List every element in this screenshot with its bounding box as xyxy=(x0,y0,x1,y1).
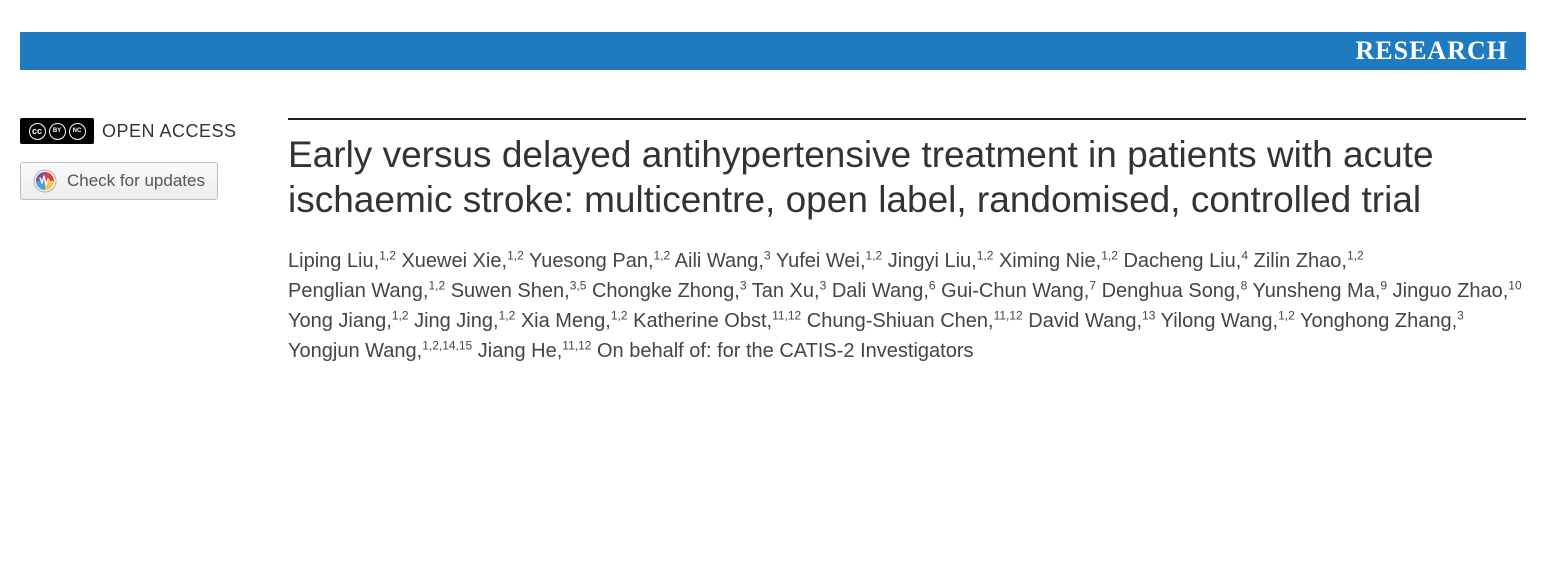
author-affiliation: 3 xyxy=(764,249,771,263)
author: Yuesong Pan,1,2 xyxy=(529,250,670,272)
author-affiliation: 11,12 xyxy=(562,339,591,353)
banner-label: RESEARCH xyxy=(1356,36,1508,66)
author: Chongke Zhong,3 xyxy=(592,280,747,302)
author-affiliation: 1,2 xyxy=(977,249,994,263)
author-affiliation: 1,2 xyxy=(1347,249,1364,263)
author: Yunsheng Ma,9 xyxy=(1253,280,1388,302)
author: Xia Meng,1,2 xyxy=(521,310,628,332)
check-for-updates-button[interactable]: Check for updates xyxy=(20,162,218,200)
author-affiliation: 3 xyxy=(820,279,827,293)
open-access-label: OPEN ACCESS xyxy=(102,121,237,142)
author: Jing Jing,1,2 xyxy=(414,310,515,332)
author-affiliation: 7 xyxy=(1089,279,1096,293)
author-affiliation: 4 xyxy=(1241,249,1248,263)
article-title: Early versus delayed antihypertensive tr… xyxy=(288,132,1526,222)
author: Yilong Wang,1,2 xyxy=(1161,310,1295,332)
authors-suffix: On behalf of: for the CATIS-2 Investigat… xyxy=(597,340,973,362)
author: Denghua Song,8 xyxy=(1102,280,1248,302)
cc-glyph-cc: cc xyxy=(29,123,46,140)
author: Jiang He,11,12 xyxy=(478,340,592,362)
author-affiliation: 1,2 xyxy=(866,249,883,263)
author-affiliation: 1,2 xyxy=(379,249,396,263)
author-affiliation: 3 xyxy=(740,279,747,293)
cc-license-icon: cc BY NC xyxy=(20,118,94,144)
author: Zilin Zhao,1,2 xyxy=(1254,250,1364,272)
author-affiliation: 6 xyxy=(929,279,936,293)
author: Yonghong Zhang,3 xyxy=(1300,310,1464,332)
author: Yongjun Wang,1,2,14,15 xyxy=(288,340,472,362)
author-affiliation: 8 xyxy=(1241,279,1248,293)
author: David Wang,13 xyxy=(1028,310,1155,332)
author: Yong Jiang,1,2 xyxy=(288,310,409,332)
author: Suwen Shen,3,5 xyxy=(451,280,587,302)
author: Jinguo Zhao,10 xyxy=(1393,280,1522,302)
author-list: Liping Liu,1,2 Xuewei Xie,1,2 Yuesong Pa… xyxy=(288,246,1526,366)
author: Gui-Chun Wang,7 xyxy=(941,280,1096,302)
author-affiliation: 9 xyxy=(1380,279,1387,293)
author-affiliation: 1,2,14,15 xyxy=(422,339,472,353)
author: Dali Wang,6 xyxy=(832,280,936,302)
author: Jingyi Liu,1,2 xyxy=(888,250,994,272)
author-affiliation: 1,2 xyxy=(1278,309,1295,323)
author-affiliation: 3 xyxy=(1457,309,1464,323)
author-affiliation: 11,12 xyxy=(994,309,1023,323)
author-affiliation: 11,12 xyxy=(772,309,801,323)
author-affiliation: 1,2 xyxy=(1101,249,1118,263)
section-banner: RESEARCH xyxy=(20,32,1526,70)
author: Ximing Nie,1,2 xyxy=(999,250,1118,272)
author: Katherine Obst,11,12 xyxy=(633,310,801,332)
author: Penglian Wang,1,2 xyxy=(288,280,445,302)
article-main: Early versus delayed antihypertensive tr… xyxy=(288,118,1526,366)
crossmark-icon xyxy=(33,169,57,193)
open-access-badge: cc BY NC OPEN ACCESS xyxy=(20,118,266,144)
author-affiliation: 3,5 xyxy=(570,279,587,293)
author: Yufei Wei,1,2 xyxy=(776,250,882,272)
author: Chung-Shiuan Chen,11,12 xyxy=(807,310,1023,332)
sidebar: cc BY NC OPEN ACCESS Check for updates xyxy=(20,118,288,366)
author: Aili Wang,3 xyxy=(675,250,771,272)
author: Xuewei Xie,1,2 xyxy=(401,250,523,272)
author-affiliation: 1,2 xyxy=(392,309,409,323)
author-affiliation: 1,2 xyxy=(611,309,628,323)
author: Liping Liu,1,2 xyxy=(288,250,396,272)
author-affiliation: 1,2 xyxy=(499,309,516,323)
author-affiliation: 1,2 xyxy=(428,279,445,293)
content-row: cc BY NC OPEN ACCESS Check for updates E xyxy=(20,118,1526,366)
author-affiliation: 13 xyxy=(1142,309,1155,323)
cc-glyph-nc: NC xyxy=(69,123,86,140)
check-updates-label: Check for updates xyxy=(67,171,205,191)
author-affiliation: 10 xyxy=(1508,279,1521,293)
author: Tan Xu,3 xyxy=(752,280,827,302)
cc-glyph-by: BY xyxy=(49,123,66,140)
author: Dacheng Liu,4 xyxy=(1123,250,1248,272)
author-affiliation: 1,2 xyxy=(654,249,671,263)
author-affiliation: 1,2 xyxy=(507,249,524,263)
